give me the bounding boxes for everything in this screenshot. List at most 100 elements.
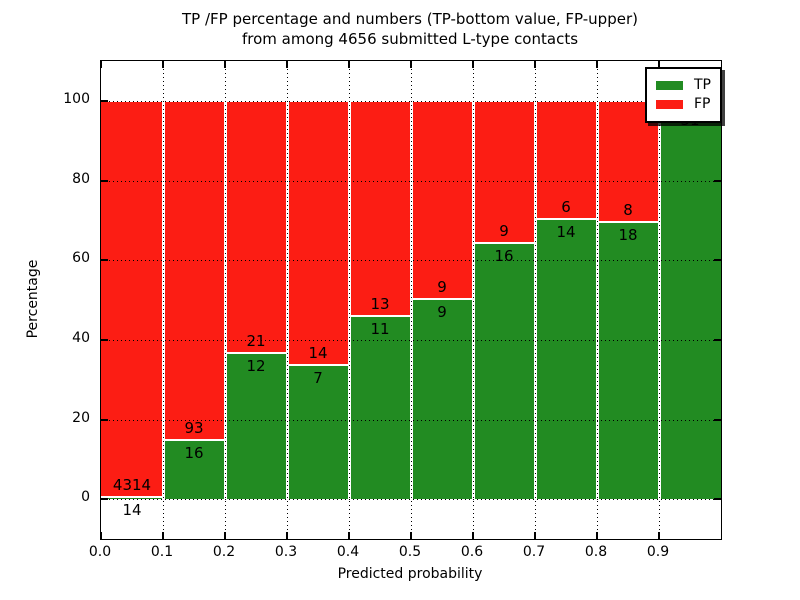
legend-item-fp: FP: [656, 96, 711, 112]
gridline-vertical: [658, 61, 660, 539]
gridline-vertical: [472, 61, 474, 539]
x-tick-label: 0.9: [646, 544, 670, 560]
x-tick-label: 0.4: [336, 544, 360, 560]
x-tick-label: 0.8: [584, 544, 608, 560]
x-tick-mark: [100, 532, 102, 539]
gridline-vertical: [286, 61, 288, 539]
tp-bar-segment: [163, 440, 225, 500]
tp-value-label: 9: [437, 303, 447, 321]
fp-value-label: 14: [308, 344, 328, 363]
y-tick-label: 20: [72, 409, 90, 426]
legend-swatch-tp-icon: [656, 80, 683, 90]
fp-bar-segment: [411, 100, 473, 300]
y-tick-mark-right: [714, 179, 721, 182]
gridline-vertical: [162, 61, 164, 539]
gridline-vertical: [596, 61, 598, 539]
y-tick-mark: [101, 498, 108, 501]
tp-bar-segment: [411, 300, 473, 500]
y-tick-label: 40: [72, 329, 90, 346]
y-tick-mark-right: [714, 338, 721, 341]
x-tick-mark-top: [224, 61, 226, 68]
x-tick-mark: [534, 532, 536, 539]
x-tick-labels: 0.0 0.1 0.2 0.3 0.4 0.5 0.6 0.7 0.8 0.9: [89, 544, 720, 562]
gridline-vertical: [224, 61, 226, 539]
x-tick-mark-top: [596, 61, 598, 68]
tp-value-label: 14: [122, 500, 142, 519]
tp-bar-segment: [535, 220, 597, 500]
x-tick-mark: [348, 532, 350, 539]
chart-title-line1: TP /FP percentage and numbers (TP-bottom…: [182, 10, 638, 28]
tp-value-label: 18: [618, 226, 638, 245]
fp-bar-segment: [287, 100, 349, 367]
y-tick-mark: [101, 99, 108, 102]
fp-value-label: 21: [246, 332, 266, 351]
x-tick-mark: [596, 532, 598, 539]
y-tick-label: 60: [72, 250, 90, 267]
gridline-vertical: [410, 61, 412, 539]
x-tick-mark-top: [100, 61, 102, 68]
tp-value-label: 14: [556, 223, 576, 242]
fp-bar-segment: [225, 100, 287, 355]
tp-bar-segment: [597, 223, 659, 500]
x-tick-label: 0.0: [88, 544, 112, 560]
y-tick-mark-right: [714, 498, 721, 501]
tp-bar-segment: [473, 244, 535, 500]
y-tick-label: 100: [63, 90, 90, 107]
x-tick-mark: [286, 532, 288, 539]
x-tick-label: 0.6: [460, 544, 484, 560]
y-tick-label: 0: [81, 489, 90, 506]
x-tick-mark: [410, 532, 412, 539]
y-axis-label: Percentage: [25, 259, 41, 339]
fp-bar-segment: [535, 100, 597, 221]
fp-value-label: 93: [184, 418, 204, 437]
chart-title: TP /FP percentage and numbers (TP-bottom…: [100, 9, 720, 49]
fp-value-label: 9: [437, 278, 447, 296]
y-tick-label: 80: [72, 170, 90, 187]
tp-bar-segment: [101, 497, 163, 500]
y-tick-mark: [101, 259, 108, 262]
tp-value-label: 16: [184, 443, 204, 462]
x-tick-label: 0.5: [398, 544, 422, 560]
x-tick-mark-top: [348, 61, 350, 68]
x-tick-mark-top: [410, 61, 412, 68]
plot-area: 1443141693122171411139916914618851 TP FP: [100, 60, 722, 540]
legend-label-tp: TP: [694, 77, 711, 93]
x-tick-mark: [224, 532, 226, 539]
chart-title-line2: from among 4656 submitted L-type contact…: [241, 30, 579, 48]
tp-bar-segment: [287, 366, 349, 500]
fp-value-label: 8: [623, 201, 633, 220]
legend-item-tp: TP: [656, 77, 711, 93]
tp-value-label: 16: [494, 247, 514, 266]
legend-swatch-fp-icon: [656, 99, 683, 109]
fp-value-label: 6: [561, 198, 571, 217]
y-tick-mark: [101, 418, 108, 421]
x-tick-label: 0.3: [274, 544, 298, 560]
x-tick-mark-top: [534, 61, 536, 68]
fp-bar-segment: [101, 100, 163, 498]
x-tick-mark-top: [658, 61, 660, 68]
x-tick-mark: [472, 532, 474, 539]
x-tick-mark-top: [472, 61, 474, 68]
y-tick-mark: [101, 338, 108, 341]
tp-bar-segment: [225, 354, 287, 500]
tp-value-label: 11: [370, 319, 390, 338]
tp-bar-segment: [659, 108, 721, 500]
fp-value-label: 9: [499, 222, 509, 241]
fp-bar-segment: [163, 100, 225, 441]
x-tick-mark-top: [286, 61, 288, 68]
x-tick-mark-top: [162, 61, 164, 68]
gridline-vertical: [534, 61, 536, 539]
gridline-vertical: [348, 61, 350, 539]
y-tick-mark-right: [714, 259, 721, 262]
tp-value-label: 12: [246, 357, 266, 376]
y-tick-mark-right: [714, 418, 721, 421]
fp-value-label: 4314: [112, 475, 152, 494]
x-axis-label: Predicted probability: [337, 566, 483, 582]
y-tick-mark: [101, 179, 108, 182]
fp-bar-segment: [473, 100, 535, 245]
x-tick-label: 0.2: [212, 544, 236, 560]
tp-bar-segment: [349, 316, 411, 500]
fp-bar-segment: [349, 100, 411, 317]
x-tick-mark: [658, 532, 660, 539]
